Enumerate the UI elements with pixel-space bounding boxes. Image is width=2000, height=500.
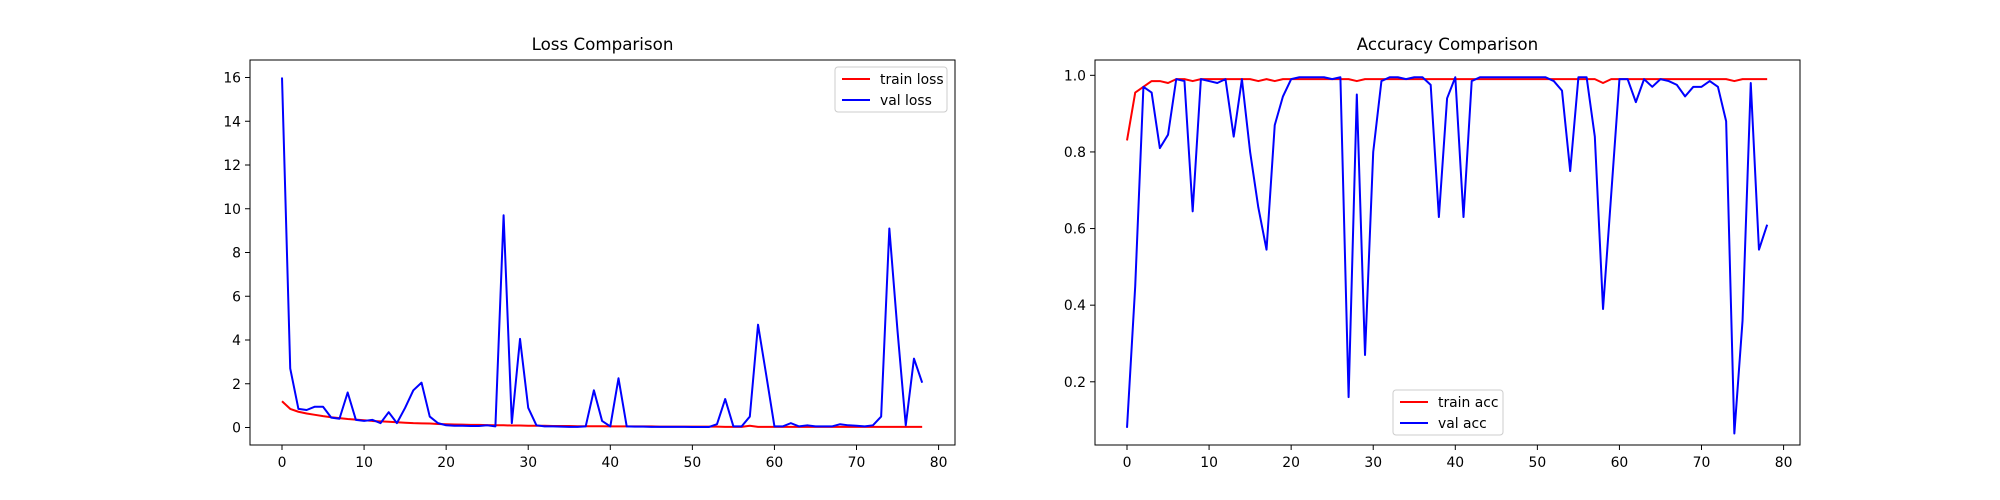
- accuracy-x-ticks: 0 10 20 30 40 50 60 70 80: [1123, 445, 1793, 471]
- accuracy-y-tick-label: 0.4: [1064, 298, 1086, 314]
- loss-y-tick-label: 12: [223, 158, 241, 174]
- loss-y-tick-label: 16: [223, 71, 241, 87]
- accuracy-legend: train acc val acc: [1392, 389, 1504, 436]
- loss-x-tick-label: 50: [684, 455, 702, 471]
- accuracy-chart-title: Accuracy Comparison: [1357, 34, 1538, 54]
- loss-y-tick-label: 14: [223, 114, 241, 130]
- loss-series-val-line: [281, 77, 924, 429]
- loss-series-layer: [281, 77, 924, 429]
- loss-y-tick-label: 2: [232, 377, 241, 393]
- accuracy-x-tick-label: 10: [1200, 455, 1218, 471]
- loss-x-ticks: 0 10 20 30 40 50 60 70 80: [278, 445, 948, 471]
- accuracy-x-tick-label: 50: [1529, 455, 1547, 471]
- accuracy-series-val-line: [1126, 76, 1769, 435]
- loss-y-tick-label: 6: [232, 289, 241, 305]
- loss-chart-title: Loss Comparison: [532, 34, 674, 54]
- accuracy-comparison-chart: Accuracy Comparison 0 10 20 30 40 50 60 70 80 0.…: [1064, 34, 1801, 471]
- accuracy-y-tick-label: 0.8: [1064, 145, 1086, 161]
- loss-y-tick-label: 4: [232, 333, 241, 349]
- loss-x-tick-label: 0: [278, 455, 287, 471]
- loss-x-tick-label: 40: [601, 455, 619, 471]
- accuracy-y-tick-label: 1.0: [1064, 68, 1086, 84]
- accuracy-x-tick-label: 70: [1693, 455, 1711, 471]
- loss-x-tick-label: 60: [766, 455, 784, 471]
- accuracy-y-ticks: 0.2 0.4 0.6 0.8 1.0: [1064, 68, 1095, 391]
- loss-y-tick-label: 8: [232, 246, 241, 262]
- loss-comparison-chart: Loss Comparison 0 10 20 30 40 50 60 70 80 0 2 4 6 8 1…: [223, 34, 956, 471]
- loss-x-tick-label: 70: [848, 455, 866, 471]
- loss-x-tick-label: 30: [519, 455, 537, 471]
- accuracy-y-tick-label: 0.2: [1064, 375, 1086, 391]
- accuracy-legend-label-val: val acc: [1438, 416, 1487, 432]
- loss-x-tick-label: 10: [355, 455, 373, 471]
- accuracy-x-tick-label: 40: [1446, 455, 1464, 471]
- accuracy-axes-frame: [1094, 59, 1801, 446]
- loss-y-tick-label: 0: [232, 421, 241, 437]
- accuracy-x-tick-label: 0: [1123, 455, 1132, 471]
- accuracy-series-layer: [1126, 76, 1769, 435]
- loss-x-tick-label: 20: [437, 455, 455, 471]
- accuracy-y-tick-label: 0.6: [1064, 222, 1086, 238]
- accuracy-legend-label-train: train acc: [1438, 395, 1499, 411]
- loss-legend: train loss val loss: [834, 66, 948, 113]
- loss-legend-label-train: train loss: [880, 72, 944, 88]
- accuracy-x-tick-label: 20: [1282, 455, 1300, 471]
- accuracy-x-tick-label: 80: [1775, 455, 1793, 471]
- accuracy-x-tick-label: 60: [1611, 455, 1629, 471]
- accuracy-x-tick-label: 30: [1364, 455, 1382, 471]
- loss-x-tick-label: 80: [930, 455, 948, 471]
- loss-y-tick-label: 10: [223, 202, 241, 218]
- loss-legend-label-val: val loss: [880, 93, 932, 109]
- loss-y-ticks: 0 2 4 6 8 10 12 14 16: [223, 71, 250, 437]
